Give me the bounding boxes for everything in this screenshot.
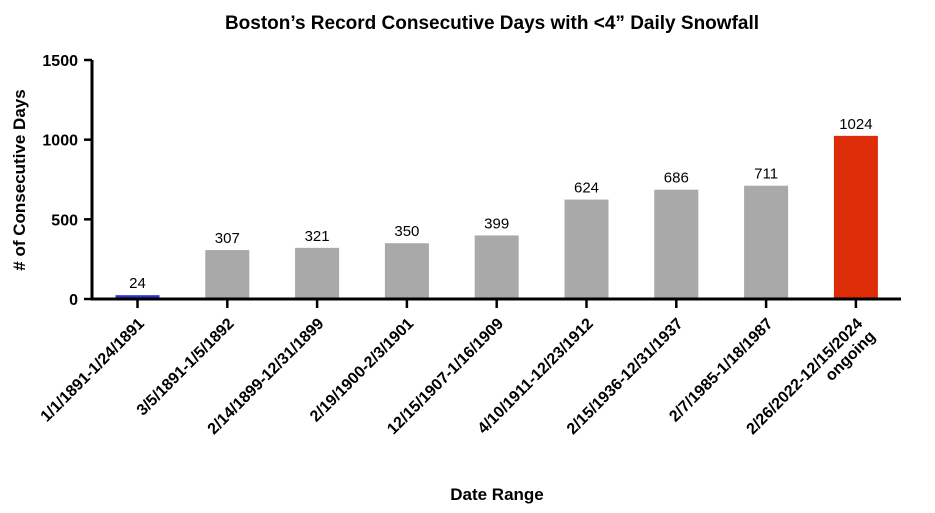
bar-value-label: 686 bbox=[664, 170, 689, 187]
bar bbox=[295, 247, 340, 299]
bar-value-label: 711 bbox=[754, 166, 778, 183]
bar bbox=[384, 243, 429, 299]
y-tick-label: 500 bbox=[51, 212, 78, 229]
bar bbox=[744, 185, 789, 299]
bar bbox=[833, 135, 878, 299]
x-axis-categories: 1/1/1891-1/24/18913/5/1891-1/5/18922/14/… bbox=[38, 299, 879, 438]
data-labels: 24 307 321 350 399 624 686 711 1024 bbox=[129, 116, 872, 292]
bar-value-label: 399 bbox=[484, 215, 509, 232]
y-axis-ticks: 0 500 1000 1500 bbox=[42, 53, 92, 309]
bars bbox=[115, 135, 878, 299]
x-category-label: 1/1/1891-1/24/1891 bbox=[38, 315, 148, 425]
y-tick-label: 1000 bbox=[42, 133, 78, 150]
bar-value-label: 321 bbox=[305, 228, 330, 245]
chart-title: Boston’s Record Consecutive Days with <4… bbox=[225, 13, 759, 34]
bar-value-label: 24 bbox=[129, 275, 146, 292]
bar bbox=[205, 250, 250, 299]
bar bbox=[654, 189, 699, 299]
x-axis-title: Date Range bbox=[450, 485, 544, 504]
bar-value-label: 307 bbox=[215, 230, 240, 247]
y-tick-label: 0 bbox=[69, 292, 78, 309]
bar bbox=[564, 199, 609, 299]
y-tick-label: 1500 bbox=[42, 53, 78, 70]
y-axis-title: # of Consecutive Days bbox=[10, 89, 29, 270]
bar bbox=[474, 235, 519, 299]
bar-value-label: 350 bbox=[394, 223, 419, 240]
x-category-label-line: 1/1/1891-1/24/1891 bbox=[38, 315, 148, 425]
bar-value-label: 1024 bbox=[839, 116, 872, 133]
x-category-label-line: 3/5/1891-1/5/1892 bbox=[134, 315, 238, 419]
bar-value-label: 624 bbox=[574, 180, 599, 197]
x-category-label: 3/5/1891-1/5/1892 bbox=[134, 315, 238, 419]
bar bbox=[115, 295, 160, 299]
